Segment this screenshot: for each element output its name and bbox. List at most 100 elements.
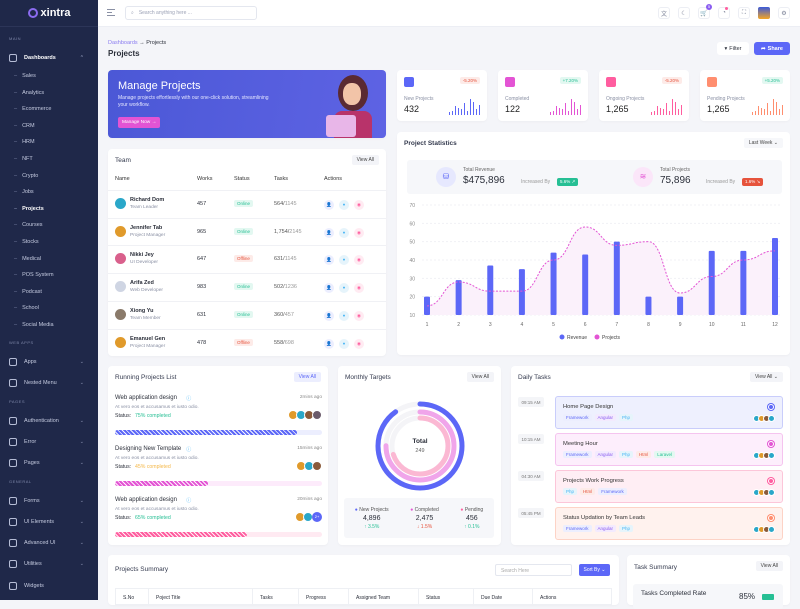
eye-icon[interactable]: ◉	[354, 200, 364, 210]
task-status-icon[interactable]	[768, 515, 774, 521]
task-summary-card: Task Summary View All Tasks Completed Ra…	[627, 555, 790, 609]
team-view-all-button[interactable]: View All	[351, 155, 379, 165]
dark-mode-icon[interactable]: ☾	[678, 7, 690, 19]
sidebar-item-projects[interactable]: Projects	[0, 206, 98, 212]
member-name: Richard Dom	[130, 197, 165, 203]
sidebar-item-crm[interactable]: CRM	[0, 123, 98, 129]
language-icon[interactable]: 文	[658, 7, 670, 19]
sidebar-item-forms[interactable]: Forms ⌄	[0, 494, 98, 508]
user-icon[interactable]: 👤	[324, 310, 334, 321]
menu-toggle-icon[interactable]	[107, 9, 115, 16]
task-status-icon[interactable]	[768, 478, 774, 484]
manage-now-button[interactable]: Manage Now →	[118, 117, 161, 128]
revenue-bar	[645, 296, 652, 315]
sidebar-item-crypto[interactable]: Crypto	[0, 173, 98, 179]
task-tag: Framework	[563, 414, 592, 421]
top-header: ⌕ Search anything here ... 文 ☾ 🛒 5 ◔ ⛶ ⚙	[98, 0, 800, 27]
forms-icon	[9, 497, 17, 505]
task-item[interactable]: Projects Work Progress Php Html Framework	[555, 470, 783, 503]
daily-view-all-button[interactable]: View All ⌄	[749, 372, 783, 382]
sidebar-item-podcast[interactable]: Podcast	[0, 289, 98, 295]
brand-logo[interactable]: xintra	[0, 0, 98, 27]
task-item[interactable]: Status Updation by Team Leads Framework An…	[555, 507, 783, 540]
settings-icon[interactable]: ⚙	[778, 7, 790, 19]
project-title[interactable]: Web application design	[115, 497, 177, 503]
sidebar-item-sales[interactable]: Sales	[0, 73, 98, 79]
sparkline-bar	[573, 101, 575, 115]
sidebar-item-apps[interactable]: Apps ⌄	[0, 355, 98, 369]
user-icon[interactable]: 👤	[324, 255, 334, 266]
legend-label: Projects	[602, 335, 621, 341]
sidebar-item-label: Advanced UI	[24, 540, 56, 546]
running-view-all-button[interactable]: View All	[293, 372, 321, 382]
task-item[interactable]: Home Page Design Framework Angular Php	[555, 396, 783, 429]
sidebar-item-widgets[interactable]: Widgets	[0, 579, 98, 593]
sidebar-item-authentication[interactable]: Authentication ⌄	[0, 414, 98, 428]
eye-icon[interactable]: ◉	[354, 227, 364, 238]
sidebar-item-nft[interactable]: NFT	[0, 156, 98, 162]
member-name: Nikki Jey	[130, 252, 154, 259]
eye-icon[interactable]: ◉	[354, 310, 364, 321]
sidebar-section-main: MAIN	[9, 36, 21, 41]
eye-icon[interactable]: ◉	[354, 283, 364, 294]
user-avatar[interactable]	[758, 7, 770, 19]
sidebar-item-social-media[interactable]: Social Media	[0, 322, 98, 328]
eye-icon[interactable]: ◉	[354, 255, 364, 266]
notification-icon[interactable]: ◔	[718, 7, 730, 19]
user-icon[interactable]: 👤	[324, 227, 334, 238]
fullscreen-icon[interactable]: ⛶	[738, 7, 750, 19]
sort-by-button[interactable]: Sort By ⌄	[579, 564, 610, 576]
globe-icon[interactable]: ●	[339, 255, 349, 266]
sidebar-item-utilities[interactable]: Utilities ⌄	[0, 557, 98, 571]
filter-button[interactable]: ▾ Filter	[717, 42, 749, 55]
breadcrumb-dashboards[interactable]: Dashboards	[108, 40, 138, 46]
period-label: Last Week	[748, 140, 773, 146]
member-name: Jennifer Tab	[130, 224, 163, 231]
sidebar-item-pages[interactable]: Pages ⌄	[0, 456, 98, 470]
globe-icon[interactable]: ●	[339, 283, 349, 294]
globe-icon[interactable]: ●	[339, 310, 349, 321]
targets-view-all-button[interactable]: View All	[466, 372, 494, 382]
sidebar-item-stocks[interactable]: Stocks	[0, 239, 98, 245]
task-item[interactable]: Meeting Hour Framework Angular Php Html Larav…	[555, 433, 783, 466]
more-avatars-badge: 2+	[312, 512, 322, 522]
task-status-icon[interactable]	[768, 441, 774, 447]
user-icon[interactable]: 👤	[324, 200, 334, 210]
sidebar-item-advanced-ui[interactable]: Advanced UI ⌄	[0, 536, 98, 550]
user-icon[interactable]: 👤	[324, 338, 334, 349]
sidebar-item-hrm[interactable]: HRM	[0, 139, 98, 145]
search-input[interactable]: ⌕ Search anything here ...	[125, 6, 257, 20]
status-label: Status:	[115, 515, 132, 521]
period-select[interactable]: Last Week ⌄	[743, 138, 783, 148]
tasks-total: 1145	[284, 256, 297, 263]
targets-donut-chart	[375, 401, 465, 491]
globe-icon[interactable]: ●	[339, 200, 349, 210]
sidebar-item-analytics[interactable]: Analytics	[0, 90, 98, 96]
sparkline-bar	[558, 107, 560, 115]
sidebar-item-medical[interactable]: Medical	[0, 256, 98, 262]
user-icon[interactable]: 👤	[324, 283, 334, 294]
summary-search-input[interactable]: Search Here	[495, 564, 572, 576]
sidebar-item-pos-system[interactable]: POS System	[0, 272, 98, 278]
project-title[interactable]: Designing New Template	[115, 446, 182, 452]
cart-icon[interactable]: 🛒 5	[698, 4, 712, 19]
sidebar-item-courses[interactable]: Courses	[0, 222, 98, 228]
sidebar-item-nested-menu[interactable]: Nested Menu ⌄	[0, 376, 98, 390]
sidebar-item-ecommerce[interactable]: Ecommerce	[0, 106, 98, 112]
sidebar-item-ui-elements[interactable]: UI Elements ⌄	[0, 515, 98, 529]
task-title: Projects Work Progress	[563, 478, 624, 484]
sidebar-item-school[interactable]: School	[0, 305, 98, 311]
sidebar-item-dashboards[interactable]: Dashboards ⌃	[0, 51, 98, 65]
task-summary-view-all-button[interactable]: View All	[755, 561, 783, 571]
column-header-actions: Actions	[324, 176, 343, 182]
sidebar-item-error[interactable]: Error ⌄	[0, 435, 98, 449]
eye-icon[interactable]: ◉	[354, 338, 364, 349]
share-button[interactable]: ➦ Share	[754, 42, 790, 55]
avatar	[768, 489, 775, 496]
globe-icon[interactable]: ●	[339, 227, 349, 238]
task-status-icon[interactable]	[768, 404, 774, 410]
projects-line	[426, 226, 776, 307]
project-title[interactable]: Web application design	[115, 395, 177, 401]
globe-icon[interactable]: ●	[339, 338, 349, 349]
sidebar-item-jobs[interactable]: Jobs	[0, 189, 98, 195]
